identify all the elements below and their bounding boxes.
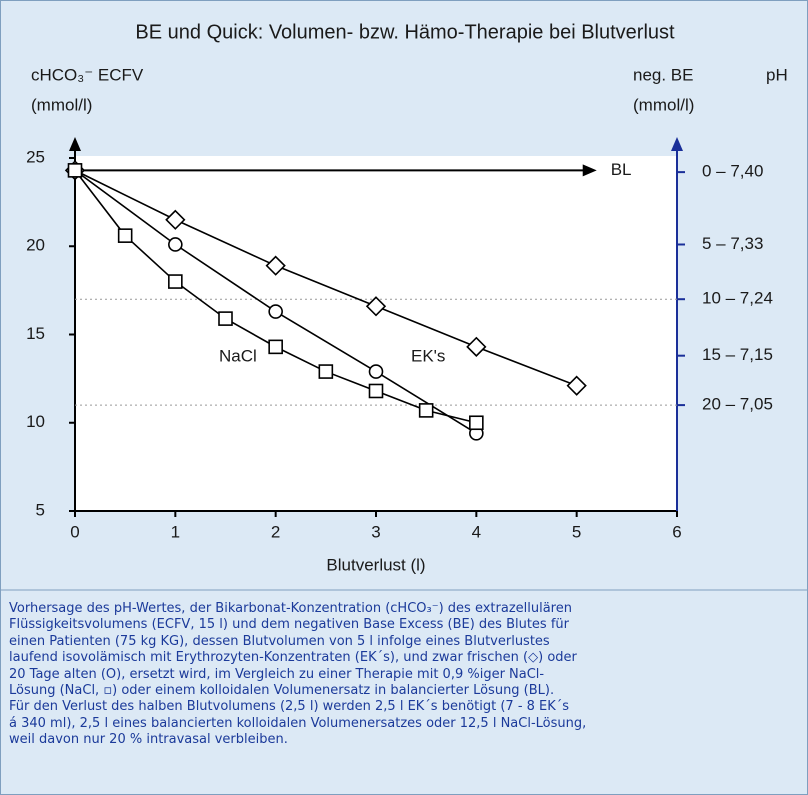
- axis-arrow: [671, 137, 683, 151]
- caption: Vorhersage des pH-Wertes, der Bikarbonat…: [9, 601, 799, 749]
- marker: [165, 209, 186, 230]
- y-tick-label: 20: [26, 236, 45, 255]
- caption-line: laufend isovolämisch mit Erythrozyten-Ko…: [9, 650, 577, 666]
- marker: [168, 274, 183, 289]
- caption-line: á 340 ml), 2,5 l eines balancierten koll…: [9, 715, 587, 731]
- x-tick-label: 5: [572, 522, 581, 541]
- marker: [268, 304, 283, 319]
- marker: [67, 163, 83, 178]
- plot-area: [75, 156, 677, 511]
- y2-axis-label: neg. BE: [633, 65, 694, 84]
- y2-axis-label: pH: [766, 65, 788, 84]
- x-tick-label: 6: [672, 522, 681, 541]
- marker: [117, 228, 133, 243]
- caption-line: 20 Tage alten (O), ersetzt wird, im Verg…: [9, 666, 545, 682]
- y2-tick-label: 10 – 7,24: [702, 289, 773, 308]
- x-tick-label: 4: [472, 522, 481, 541]
- marker: [268, 339, 283, 355]
- y-tick-label: 25: [26, 147, 45, 166]
- caption-line: weil davon nur 20 % intravasal verbleibe…: [9, 732, 288, 748]
- y2-axis-label: (mmol/l): [633, 95, 694, 114]
- marker: [218, 311, 233, 326]
- caption-line: Für den Verlust des halben Blutvolumens …: [9, 699, 570, 715]
- marker: [418, 403, 434, 418]
- y2-tick-label: 0 – 7,40: [702, 162, 763, 181]
- series-label: EK's: [411, 346, 445, 365]
- y-tick-label: 5: [36, 500, 45, 519]
- y-tick-label: 15: [26, 324, 45, 343]
- y2-tick-label: 15 – 7,15: [702, 345, 773, 364]
- y-tick-label: 10: [26, 412, 45, 431]
- marker: [318, 364, 334, 379]
- x-tick-label: 1: [171, 522, 180, 541]
- chart: BE und Quick: Volumen- bzw. Hämo-Therapi…: [1, 21, 807, 591]
- marker: [469, 415, 484, 431]
- marker: [168, 237, 183, 252]
- series-label: NaCl: [219, 346, 257, 365]
- bl-label: BL: [611, 160, 632, 179]
- x-axis-label: Blutverlust (l): [326, 555, 425, 574]
- y2-tick-label: 20 – 7,05: [702, 395, 773, 414]
- y-axis-label: cHCO₃⁻ ECFV: [31, 65, 144, 84]
- series-line: [74, 169, 577, 387]
- y-axis-label: (mmol/l): [31, 95, 92, 114]
- caption-line: einen Patienten (75 kg KG), dessen Blutv…: [9, 633, 550, 649]
- caption-line: Vorhersage des pH-Wertes, der Bikarbonat…: [9, 601, 572, 616]
- y2-tick-label: 5 – 7,33: [702, 234, 763, 253]
- x-tick-label: 3: [371, 522, 380, 541]
- arrow-head: [582, 164, 597, 177]
- x-tick-label: 0: [70, 522, 79, 541]
- x-tick-label: 2: [271, 522, 280, 541]
- marker: [368, 364, 384, 379]
- marker: [566, 375, 587, 396]
- caption-line: Lösung (NaCl, ▫) oder einem kolloidalen …: [9, 683, 555, 699]
- marker: [466, 336, 487, 357]
- chart-title: BE und Quick: Volumen- bzw. Hämo-Therapi…: [135, 21, 675, 43]
- marker: [265, 255, 286, 276]
- caption-line: Flüssigkeitsvolumens (ECFV, 15 l) und de…: [9, 617, 569, 633]
- axis-arrow: [69, 137, 81, 151]
- marker: [365, 296, 387, 317]
- marker: [368, 383, 384, 399]
